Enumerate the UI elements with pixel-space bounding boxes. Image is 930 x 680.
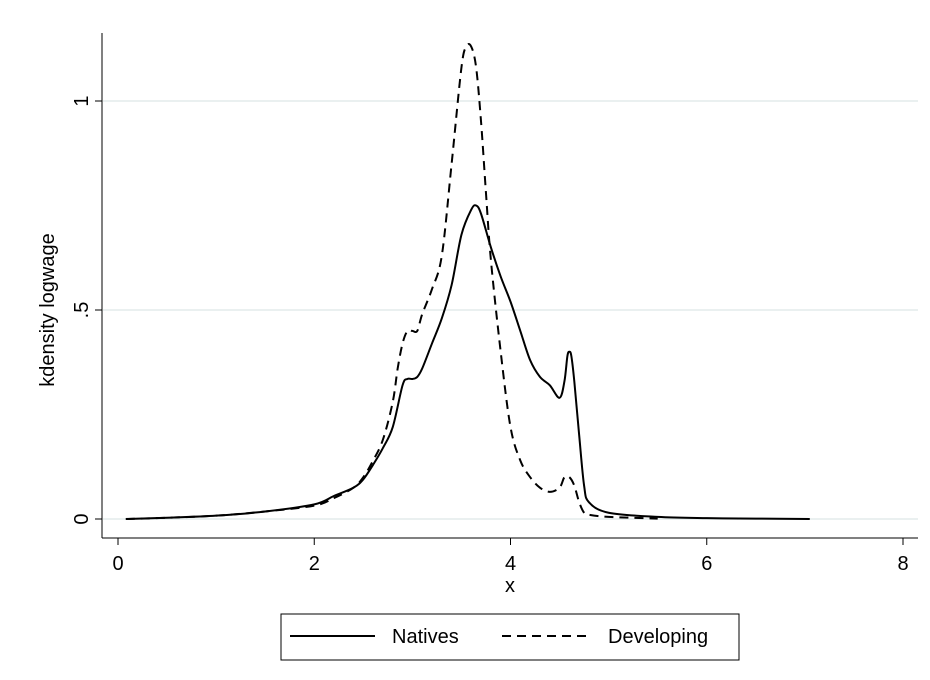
y-axis-title: kdensity logwage xyxy=(37,233,59,386)
legend: Natives Developing xyxy=(280,613,740,661)
series-lines xyxy=(125,43,810,520)
x-tick-label: 8 xyxy=(897,553,908,575)
legend-label-natives: Natives xyxy=(392,626,459,648)
series-line-developing xyxy=(125,43,658,520)
x-tick-label: 6 xyxy=(701,553,712,575)
axis-ticks: 0 2 4 6 8 0 .5 1 xyxy=(71,95,909,575)
y-tick-label: 0 xyxy=(71,513,93,524)
x-tick-label: 4 xyxy=(505,553,516,575)
series-line-natives xyxy=(125,204,810,520)
y-tick-label: .5 xyxy=(71,302,93,319)
x-axis-title: x xyxy=(505,575,515,597)
y-tick-label: 1 xyxy=(71,95,93,106)
legend-label-developing: Developing xyxy=(608,626,708,648)
x-tick-label: 0 xyxy=(112,553,123,575)
x-tick-label: 2 xyxy=(309,553,320,575)
